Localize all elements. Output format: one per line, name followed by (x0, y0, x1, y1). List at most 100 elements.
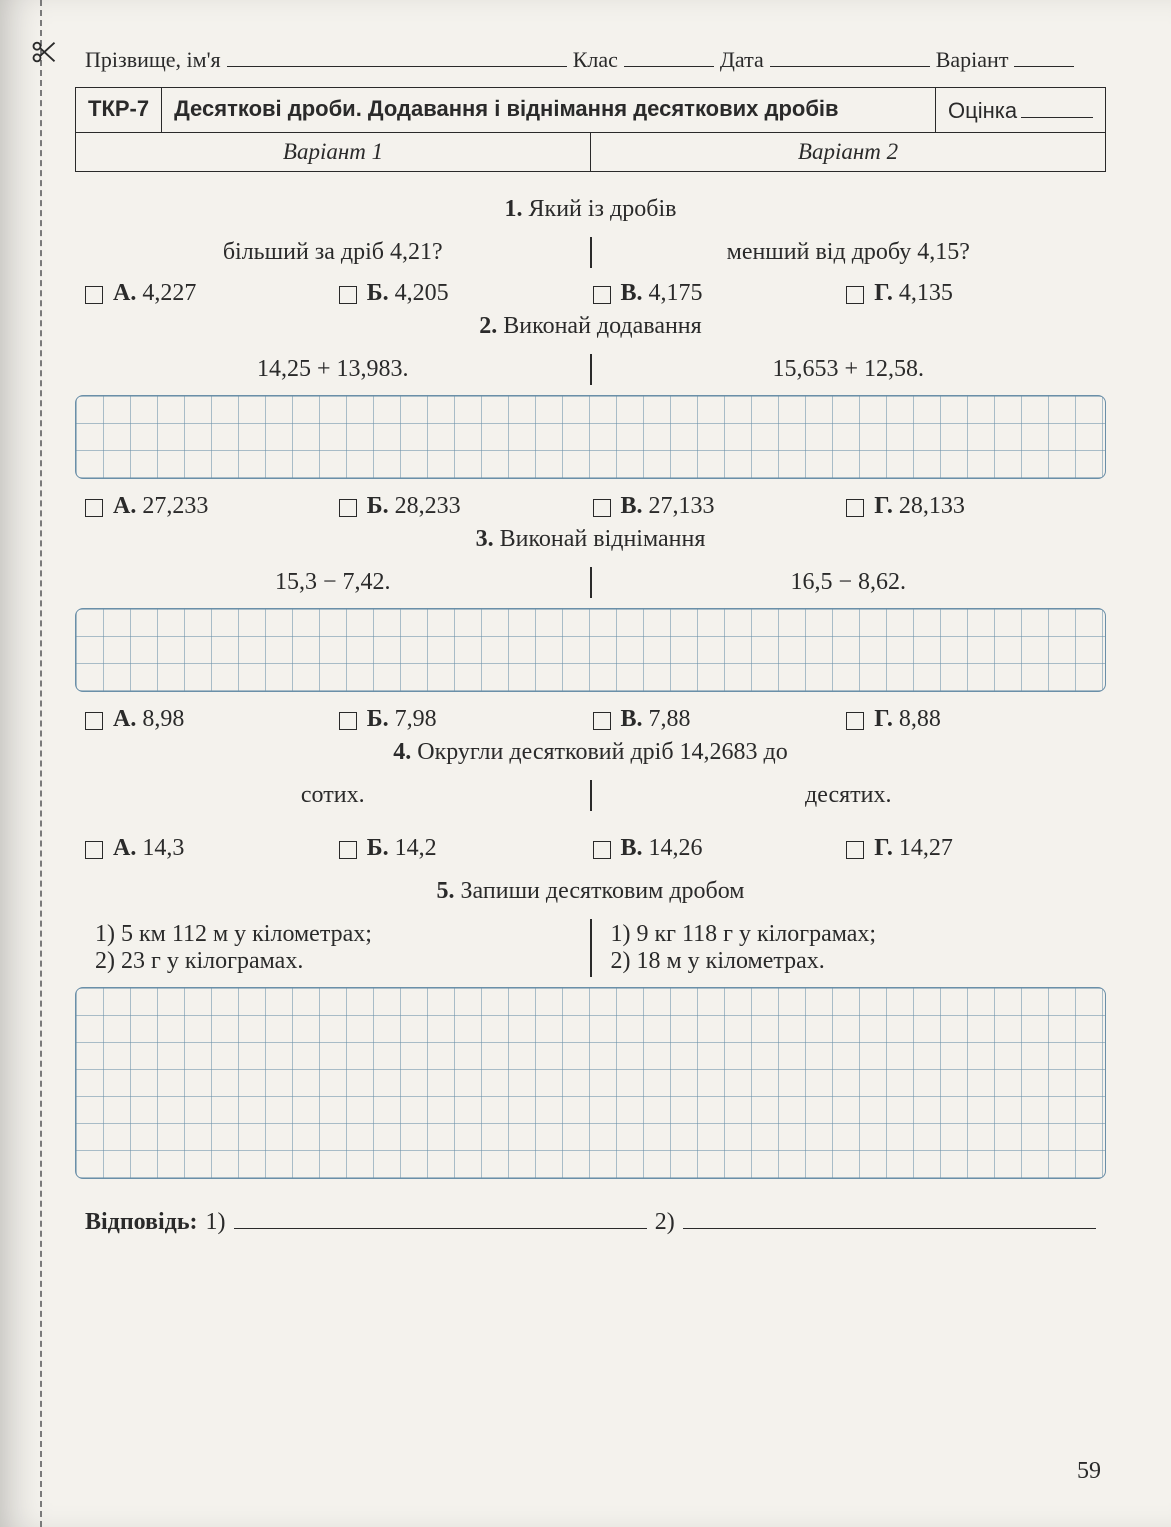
checkbox-icon[interactable] (85, 712, 103, 730)
q3-work-grid[interactable] (75, 608, 1106, 692)
date-label: Дата (720, 47, 764, 73)
q5-left: 1) 5 км 112 м у кілометрах; 2) 23 г у кі… (75, 917, 591, 979)
opt-letter: Г. (874, 493, 893, 519)
checkbox-icon[interactable] (593, 841, 611, 859)
q2-right: 15,653 + 12,58. (591, 352, 1107, 387)
answer-blank-2[interactable] (683, 1205, 1096, 1229)
q5-text: Запиши десятковим дробом (461, 878, 745, 904)
q1-opt-b[interactable]: Б. 4,205 (339, 280, 589, 307)
checkbox-icon[interactable] (339, 841, 357, 859)
q4-options: А. 14,3 Б. 14,2 В. 14,26 Г. 14,27 (75, 835, 1106, 862)
opt-value: 14,3 (142, 835, 184, 861)
content: 1. Який із дробів більший за дріб 4,21? … (75, 196, 1106, 1236)
checkbox-icon[interactable] (85, 499, 103, 517)
q1-num: 1. (505, 196, 523, 222)
q3-opt-b[interactable]: Б. 7,98 (339, 706, 589, 733)
opt-value: 4,175 (649, 280, 703, 306)
q2-opt-a[interactable]: А. 27,233 (85, 493, 335, 520)
q2-options: А. 27,233 Б. 28,233 В. 27,133 Г. 28,133 (75, 493, 1106, 520)
q2-opt-b[interactable]: Б. 28,233 (339, 493, 589, 520)
checkbox-icon[interactable] (846, 499, 864, 517)
checkbox-icon[interactable] (593, 499, 611, 517)
worksheet-title: Десяткові дроби. Додавання і віднімання … (162, 88, 935, 132)
q3-opt-a[interactable]: А. 8,98 (85, 706, 335, 733)
answer-blank-1[interactable] (234, 1205, 647, 1229)
opt-value: 8,98 (142, 706, 184, 732)
q1-heading: 1. Який із дробів (75, 196, 1106, 223)
variant1-label: Варіант 1 (76, 133, 591, 171)
q2-opt-v[interactable]: В. 27,133 (593, 493, 843, 520)
variant-label: Варіант (936, 47, 1009, 73)
checkbox-icon[interactable] (85, 841, 103, 859)
q5-left-2: 2) 23 г у кілограмах. (95, 948, 585, 975)
worksheet-page: Прізвище, ім'я Клас Дата Варіант ТКР-7 Д… (0, 0, 1171, 1527)
q4-split: сотих. десятих. (75, 778, 1106, 813)
variant-blank[interactable] (1014, 45, 1074, 67)
divider-icon (590, 354, 592, 385)
q1-opt-v[interactable]: В. 4,175 (593, 280, 843, 307)
title-box: ТКР-7 Десяткові дроби. Додавання і відні… (75, 87, 1106, 172)
opt-letter: А. (113, 706, 136, 732)
opt-letter: А. (113, 280, 136, 306)
divider-icon (590, 780, 592, 811)
q2-num: 2. (479, 313, 497, 339)
q1-opt-g[interactable]: Г. 4,135 (846, 280, 1096, 307)
opt-letter: Г. (874, 706, 893, 732)
opt-letter: Г. (874, 280, 893, 306)
q4-opt-v[interactable]: В. 14,26 (593, 835, 843, 862)
checkbox-icon[interactable] (593, 712, 611, 730)
opt-letter: Б. (367, 706, 389, 732)
divider-icon (590, 567, 592, 598)
header-fields: Прізвище, ім'я Клас Дата Варіант (85, 45, 1106, 73)
q4-opt-a[interactable]: А. 14,3 (85, 835, 335, 862)
q3-options: А. 8,98 Б. 7,98 В. 7,88 Г. 8,88 (75, 706, 1106, 733)
opt-letter: В. (621, 835, 643, 861)
q2-work-grid[interactable] (75, 395, 1106, 479)
divider-icon (590, 237, 592, 268)
q4-opt-g[interactable]: Г. 14,27 (846, 835, 1096, 862)
variant2-label: Варіант 2 (591, 133, 1105, 171)
q2-opt-g[interactable]: Г. 28,133 (846, 493, 1096, 520)
class-label: Клас (573, 47, 618, 73)
q5-work-grid[interactable] (75, 987, 1106, 1179)
grade-blank[interactable] (1021, 96, 1093, 118)
q3-split: 15,3 − 7,42. 16,5 − 8,62. (75, 565, 1106, 600)
q4-right: десятих. (591, 778, 1107, 813)
q4-opt-b[interactable]: Б. 14,2 (339, 835, 589, 862)
variant-row: Варіант 1 Варіант 2 (76, 132, 1105, 171)
q5-right: 1) 9 кг 118 г у кілограмах; 2) 18 м у кі… (591, 917, 1107, 979)
opt-value: 28,133 (899, 493, 965, 519)
tkr-code: ТКР-7 (76, 88, 162, 132)
opt-value: 14,27 (899, 835, 953, 861)
checkbox-icon[interactable] (85, 286, 103, 304)
answer-n2: 2) (655, 1209, 675, 1236)
q5-num: 5. (437, 878, 455, 904)
class-blank[interactable] (624, 45, 714, 67)
checkbox-icon[interactable] (846, 841, 864, 859)
title-row: ТКР-7 Десяткові дроби. Додавання і відні… (76, 88, 1105, 132)
opt-value: 14,2 (395, 835, 437, 861)
surname-blank[interactable] (227, 45, 567, 67)
q3-opt-g[interactable]: Г. 8,88 (846, 706, 1096, 733)
checkbox-icon[interactable] (846, 712, 864, 730)
opt-value: 27,233 (142, 493, 208, 519)
checkbox-icon[interactable] (593, 286, 611, 304)
q4-num: 4. (393, 739, 411, 765)
divider-icon (590, 919, 592, 977)
q3-opt-v[interactable]: В. 7,88 (593, 706, 843, 733)
checkbox-icon[interactable] (339, 712, 357, 730)
q3-left: 15,3 − 7,42. (75, 565, 591, 600)
q2-heading: 2. Виконай додавання (75, 313, 1106, 340)
checkbox-icon[interactable] (339, 499, 357, 517)
q1-right: менший від дробу 4,15? (591, 235, 1107, 270)
opt-value: 28,233 (395, 493, 461, 519)
q1-opt-a[interactable]: А. 4,227 (85, 280, 335, 307)
checkbox-icon[interactable] (846, 286, 864, 304)
date-blank[interactable] (770, 45, 930, 67)
q3-right: 16,5 − 8,62. (591, 565, 1107, 600)
q1-options: А. 4,227 Б. 4,205 В. 4,175 Г. 4,135 (75, 280, 1106, 307)
surname-label: Прізвище, ім'я (85, 47, 221, 73)
opt-letter: Г. (874, 835, 893, 861)
checkbox-icon[interactable] (339, 286, 357, 304)
q5-split: 1) 5 км 112 м у кілометрах; 2) 23 г у кі… (75, 917, 1106, 979)
